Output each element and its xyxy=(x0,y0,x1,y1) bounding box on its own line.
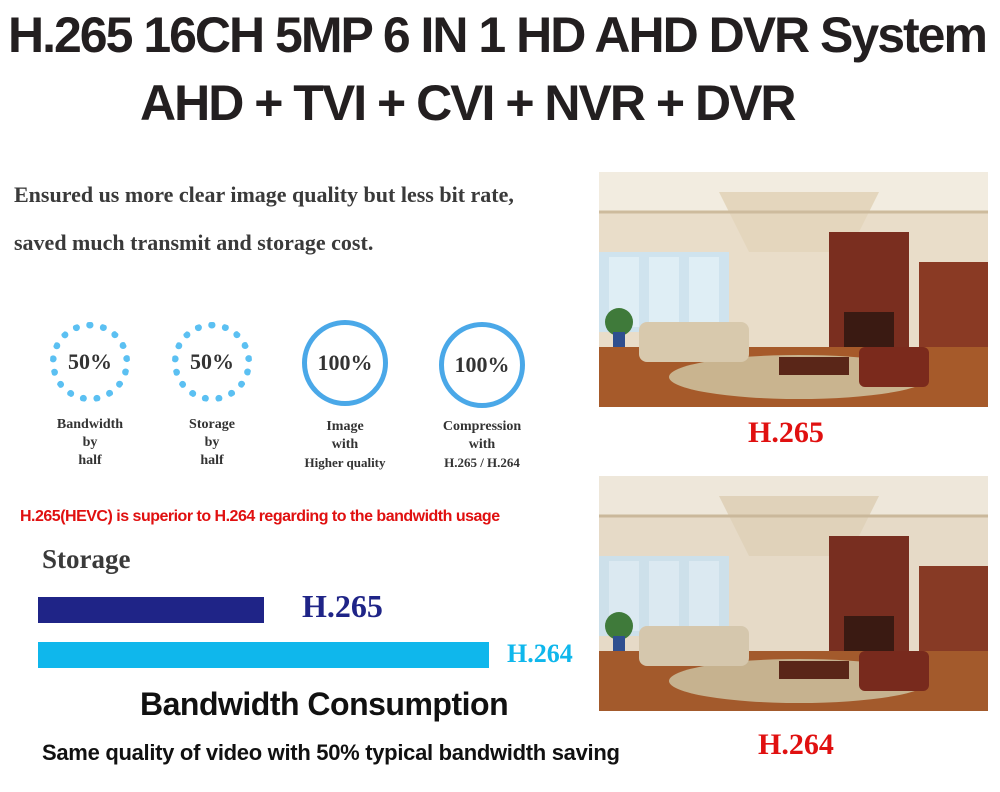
h264-bar-label: H.264 xyxy=(507,639,573,668)
caption-line: Image xyxy=(326,419,364,434)
superiority-note: H.265(HEVC) is superior to H.264 regardi… xyxy=(20,508,500,525)
caption-line: H.265 / H.264 xyxy=(444,455,520,470)
h265-photo-label: H.265 xyxy=(748,416,824,449)
stat-caption: Storage by half xyxy=(162,416,262,470)
progress-ring-icon: 100% xyxy=(302,320,388,406)
caption-line: by xyxy=(82,435,98,450)
page-subtitle: AHD + TVI + CVI + NVR + DVR xyxy=(140,75,797,131)
stat-value: 100% xyxy=(317,350,373,375)
progress-ring-icon: 100% xyxy=(439,322,525,408)
stat-caption: Bandwidth by half xyxy=(40,416,140,470)
caption-line: Bandwidth xyxy=(56,417,124,432)
stat-storage: 50% Storage by half xyxy=(162,322,262,470)
caption-line: with xyxy=(331,437,359,452)
page-title: H.265 16CH 5MP 6 IN 1 HD AHD DVR System xyxy=(8,7,988,63)
stat-compression: 100% Compression with H.265 / H.264 xyxy=(432,322,532,472)
progress-ring-icon: 50% xyxy=(172,322,252,402)
intro-line-2: saved much transmit and storage cost. xyxy=(14,230,374,255)
stat-value: 50% xyxy=(190,349,234,374)
stat-image: 100% Image with Higher quality xyxy=(295,320,395,472)
bandwidth-heading: Bandwidth Consumption xyxy=(140,686,509,722)
caption-line: with xyxy=(468,437,496,452)
caption-line: half xyxy=(78,453,102,468)
stat-value: 100% xyxy=(454,352,510,377)
living-room-image xyxy=(599,476,988,711)
h264-storage-bar xyxy=(38,642,489,668)
h264-photo-label: H.264 xyxy=(758,728,834,761)
stat-caption: Compression with H.265 / H.264 xyxy=(432,418,532,472)
stat-bandwidth: 50% Bandwidth by half xyxy=(40,322,140,470)
caption-line: half xyxy=(200,453,224,468)
bandwidth-subtext: Same quality of video with 50% typical b… xyxy=(42,740,620,765)
progress-ring-icon: 50% xyxy=(50,322,130,402)
living-room-image xyxy=(599,172,988,407)
living-room-photo-h264 xyxy=(599,476,988,711)
caption-line: Higher quality xyxy=(304,455,386,470)
living-room-photo-h265 xyxy=(599,172,988,407)
h265-bar-label: H.265 xyxy=(302,588,383,624)
h265-storage-bar xyxy=(38,597,264,623)
storage-label: Storage xyxy=(42,544,131,574)
caption-line: Storage xyxy=(189,417,235,432)
stat-caption: Image with Higher quality xyxy=(295,418,395,472)
intro-line-1: Ensured us more clear image quality but … xyxy=(14,182,514,207)
caption-line: Compression xyxy=(442,419,522,434)
caption-line: by xyxy=(204,435,220,450)
stat-value: 50% xyxy=(68,349,112,374)
